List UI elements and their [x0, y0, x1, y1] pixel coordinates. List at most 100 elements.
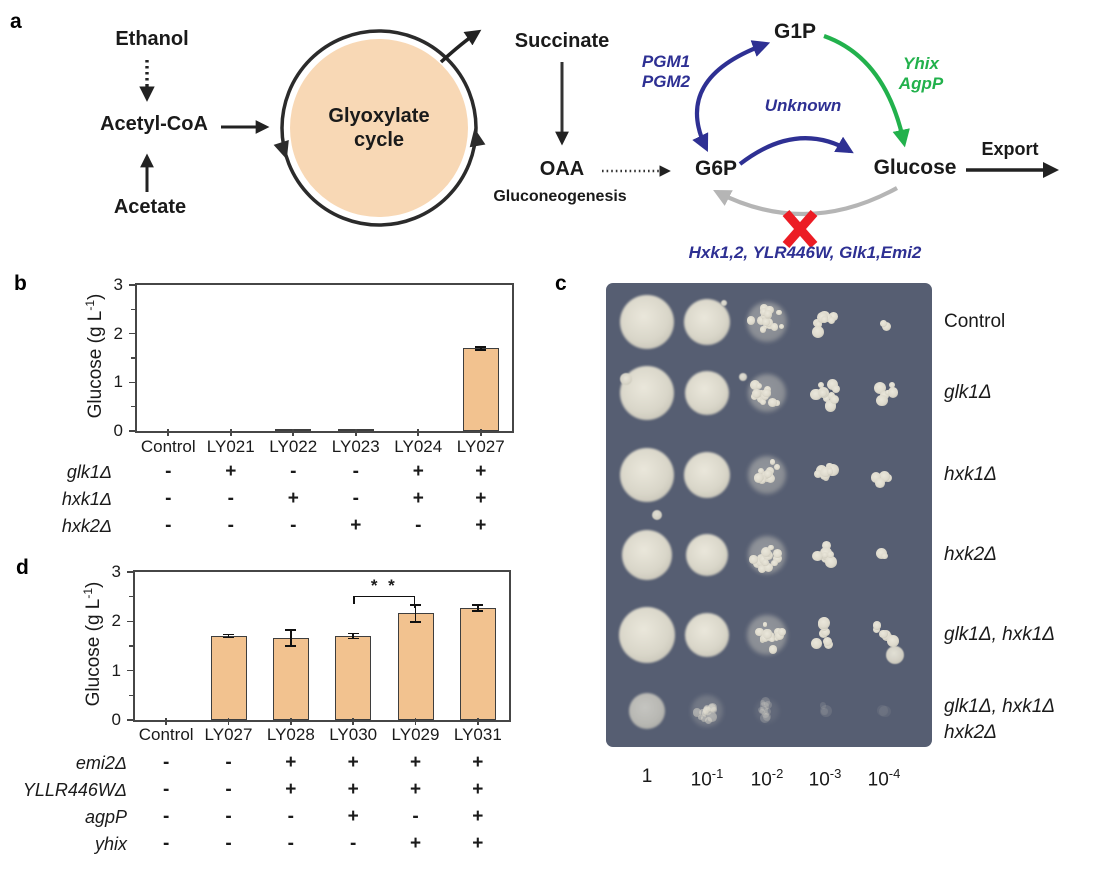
colony-spot: [821, 316, 828, 323]
node-acetate: Acetate: [113, 196, 187, 218]
genotype-flag: +: [475, 488, 487, 509]
genotype-flag: -: [165, 515, 172, 536]
category-label: LY031: [453, 725, 502, 744]
strain-label: glk1Δ, hxk1Δ: [944, 696, 1056, 717]
colony-spot: [769, 459, 775, 465]
node-succinate: Succinate: [514, 30, 610, 52]
colony-spot: [620, 373, 632, 385]
colony-spot: [760, 713, 771, 723]
genotype-row-label: yhix: [94, 834, 127, 854]
x-tick: [292, 429, 295, 436]
y-tick-label: 2: [111, 611, 121, 631]
colony-spot: [764, 310, 773, 319]
panel-d-label: d: [16, 556, 29, 579]
genotype-flag: +: [287, 488, 299, 509]
genotype-flag: +: [472, 779, 484, 800]
category-label: LY029: [391, 725, 440, 744]
category-label: Control: [140, 437, 196, 456]
dilution-label: 10-2: [750, 766, 784, 791]
colony-spot: [872, 621, 881, 630]
category-label: LY028: [266, 725, 315, 744]
node-gluconeogenesis: Gluconeogenesis: [493, 188, 627, 205]
colony-spot: [619, 607, 675, 663]
error-bar-line: [352, 633, 354, 639]
y-tick-label: 1: [111, 660, 121, 680]
colony-spot: [756, 315, 766, 325]
node-export: Export: [981, 139, 1039, 159]
colony-spot: [774, 464, 781, 471]
colony-spot: [773, 554, 783, 564]
panel-d-y-axis-label: Glucose (g L-1): [80, 581, 105, 707]
colony-spot: [707, 712, 718, 723]
bar: [272, 638, 309, 720]
g6p-glucose-arrow: [738, 136, 854, 166]
colony-spot: [765, 305, 774, 315]
dilution-label: 10-1: [690, 766, 724, 791]
x-tick: [354, 429, 357, 436]
colony-spot: [692, 708, 702, 717]
genotype-flag: -: [165, 461, 172, 482]
dilution-label: 10-4: [867, 766, 901, 791]
strain-label: glk1Δ: [944, 382, 992, 403]
x-tick: [414, 718, 417, 725]
genotype-flag: +: [285, 752, 297, 773]
y-tick-minor: [131, 405, 135, 408]
g6p-g1p-arrow: [692, 40, 771, 152]
g1p-glucose-arrow: [823, 34, 910, 148]
x-tick: [229, 429, 232, 436]
error-bar-cap: [475, 346, 487, 348]
genotype-flag: -: [162, 779, 170, 800]
genotype-flag: +: [472, 833, 484, 854]
colony-spot: [774, 400, 780, 406]
node-oaa: OAA: [539, 158, 585, 180]
x-tick: [477, 718, 479, 725]
genotype-flag: +: [412, 461, 424, 482]
genotype-row-label: glk1Δ: [66, 462, 112, 482]
error-bar-cap: [223, 636, 234, 639]
error-bar-line: [290, 630, 292, 646]
colony-spot: [629, 693, 665, 729]
dilution-label: 10-3: [808, 766, 842, 791]
genotype-flag: +: [347, 779, 359, 800]
colony-spot: [703, 707, 711, 715]
genotype-flag: -: [352, 488, 359, 509]
panel-b-y-axis-label: Glucose (g L-1): [82, 293, 107, 419]
genotype-flag: -: [225, 833, 232, 854]
colony-spot: [768, 645, 778, 655]
bar: [462, 348, 499, 431]
spot-assay-plate: [606, 283, 932, 747]
category-label: LY027: [204, 725, 253, 744]
node-g1p: G1P: [773, 20, 817, 43]
y-tick-label: 1: [113, 372, 123, 392]
strain-label: hxk1Δ: [944, 464, 997, 485]
colony-spot: [760, 697, 771, 708]
colony-spot: [870, 472, 882, 483]
y-tick-major: [129, 284, 136, 286]
colony-spot: [764, 708, 771, 716]
colony-spot: [774, 631, 784, 640]
y-tick-minor: [131, 357, 135, 359]
strain-label: hxk2Δ: [944, 544, 997, 565]
error-bar-cap: [472, 604, 484, 606]
colony-spot: [771, 559, 778, 567]
genotype-flag: +: [409, 779, 422, 800]
colony-spot: [622, 530, 672, 580]
category-label: Control: [138, 725, 194, 744]
x-tick: [290, 718, 292, 725]
colony-spot: [620, 295, 674, 349]
genotype-row-label: YLLR446WΔ: [22, 780, 127, 800]
colony-spot: [811, 638, 823, 649]
genotype-flag: +: [472, 806, 484, 827]
colony-spot: [684, 299, 730, 345]
error-bar-line: [227, 634, 230, 638]
colony-spot: [819, 705, 832, 718]
category-label: LY023: [331, 437, 380, 456]
glucose-g6p-blocked-arrow: [713, 186, 899, 217]
glyoxylate-ring: [280, 29, 478, 227]
panel-a-label: a: [10, 10, 22, 33]
y-tick-minor: [129, 645, 133, 647]
blocked-x-icon: [782, 210, 818, 248]
colony-spot: [684, 452, 730, 498]
colony-spot: [764, 470, 773, 479]
